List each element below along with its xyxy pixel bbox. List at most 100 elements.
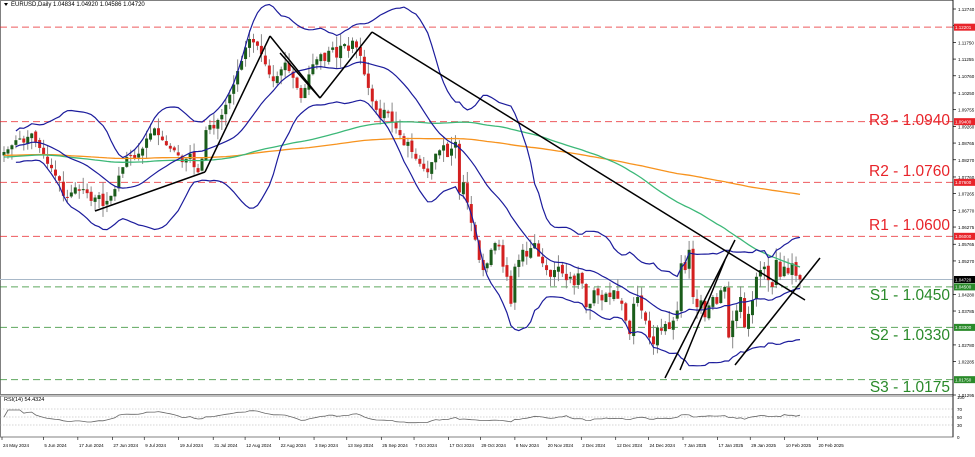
- candle-body: [406, 141, 410, 146]
- date-axis-label: 10 Feb 2025: [786, 443, 812, 448]
- candle-body: [236, 71, 240, 85]
- candle-body: [719, 290, 723, 304]
- rsi-axis-label: 0: [957, 435, 960, 440]
- candle-body: [299, 87, 303, 99]
- rsi-indicator-label: RSI(14) 54.4324: [4, 397, 45, 403]
- level-label-r2: R2 - 1.0760: [869, 163, 950, 180]
- candle-body: [723, 286, 727, 292]
- candle-body: [267, 65, 271, 75]
- candle-body: [457, 143, 461, 193]
- candle-body: [101, 193, 105, 206]
- candle-body: [152, 128, 156, 136]
- level-label-s2: S2 - 1.0330: [869, 327, 950, 344]
- price-tag-r2: [954, 178, 975, 186]
- candle-body: [327, 50, 331, 62]
- price-tag-text-s3: 1.01750: [955, 377, 972, 382]
- date-axis-label: 8 Nov 2024: [516, 443, 540, 448]
- candle-body: [636, 297, 640, 303]
- price-tag-text-r2: 1.07600: [955, 180, 972, 185]
- level-label-r1: R1 - 1.0600: [869, 217, 950, 234]
- symbol-header: EURUSD,Daily 1.04834 1.04920 1.04586 1.0…: [4, 2, 145, 8]
- price-axis-label: 1.11750: [958, 40, 974, 45]
- candle-body: [335, 46, 339, 58]
- rsi-pane[interactable]: [0, 395, 954, 438]
- candle-body: [493, 243, 497, 251]
- candle-body: [339, 45, 343, 59]
- candle-body: [141, 148, 145, 156]
- trendline[interactable]: [679, 259, 726, 371]
- trendline[interactable]: [94, 171, 206, 212]
- candle-body: [762, 266, 766, 270]
- price-tag-text-top: 1.12201: [955, 25, 972, 30]
- candle-body: [786, 267, 790, 274]
- price-axis-label: 1.12740: [958, 7, 975, 12]
- candle-body: [22, 138, 26, 143]
- candle-body: [46, 156, 50, 164]
- price-axis-label: 1.10760: [958, 74, 975, 79]
- candle-body: [402, 136, 406, 146]
- price-pane[interactable]: [0, 0, 954, 395]
- date-axis-label: 17 Jan 2025: [718, 443, 743, 448]
- candle-body: [85, 189, 89, 194]
- candle-body: [394, 121, 398, 129]
- candle-body: [196, 168, 200, 173]
- trendline[interactable]: [371, 31, 806, 301]
- candle-body: [679, 263, 683, 312]
- candle-body: [168, 145, 172, 149]
- candle-body: [450, 148, 454, 156]
- candle-body: [180, 155, 184, 163]
- trendline[interactable]: [319, 31, 373, 99]
- date-axis-label: 5 Jun 2024: [44, 443, 67, 448]
- candle-body: [509, 275, 513, 304]
- price-axis-label: 1.09260: [958, 124, 975, 129]
- candle-body: [446, 143, 450, 158]
- candle-body: [307, 74, 311, 90]
- date-axis-label: 25 Sep 2024: [382, 443, 408, 448]
- candle-body: [695, 298, 699, 308]
- candle-body: [640, 295, 644, 311]
- candle-body: [426, 168, 430, 173]
- candle-body: [711, 297, 715, 307]
- candle-body: [414, 153, 418, 159]
- candle-body: [57, 176, 61, 181]
- date-axis-label: 24 Dec 2024: [650, 443, 676, 448]
- candle-body: [754, 276, 758, 299]
- candle-body: [248, 39, 252, 48]
- candle-body: [34, 131, 38, 142]
- dropdown-triangle-icon[interactable]: [4, 2, 8, 6]
- trendline[interactable]: [279, 52, 321, 99]
- candle-body: [295, 77, 299, 88]
- candle-body: [687, 249, 691, 269]
- ma-200-line: [4, 137, 801, 196]
- candle-body: [608, 292, 612, 298]
- candle-body: [378, 108, 382, 119]
- candle-body: [38, 140, 42, 148]
- candle-body: [275, 76, 279, 84]
- candle-body: [244, 47, 248, 60]
- candle-body: [485, 263, 489, 269]
- candle-body: [137, 153, 141, 158]
- candle-body: [263, 55, 267, 65]
- trendline[interactable]: [734, 257, 821, 366]
- date-axis-label: 17 Jun 2024: [79, 443, 104, 448]
- trendline[interactable]: [204, 35, 271, 173]
- candle-body: [145, 138, 149, 148]
- candle-body: [521, 249, 525, 262]
- candle-body: [279, 69, 283, 76]
- candle-body: [556, 266, 560, 272]
- candle-body: [232, 84, 236, 94]
- date-axis-label: 9 Jul 2024: [145, 443, 166, 448]
- candle-body: [731, 320, 735, 338]
- candle-body: [541, 256, 545, 264]
- candle-body: [794, 262, 798, 276]
- candle-body: [224, 104, 228, 115]
- candle-body: [77, 189, 81, 191]
- price-axis-label: 1.01295: [958, 393, 975, 398]
- candle-body: [354, 41, 358, 48]
- candle-body: [410, 140, 414, 153]
- candle-body: [133, 155, 137, 159]
- candle-body: [715, 297, 719, 304]
- candle-body: [501, 245, 505, 267]
